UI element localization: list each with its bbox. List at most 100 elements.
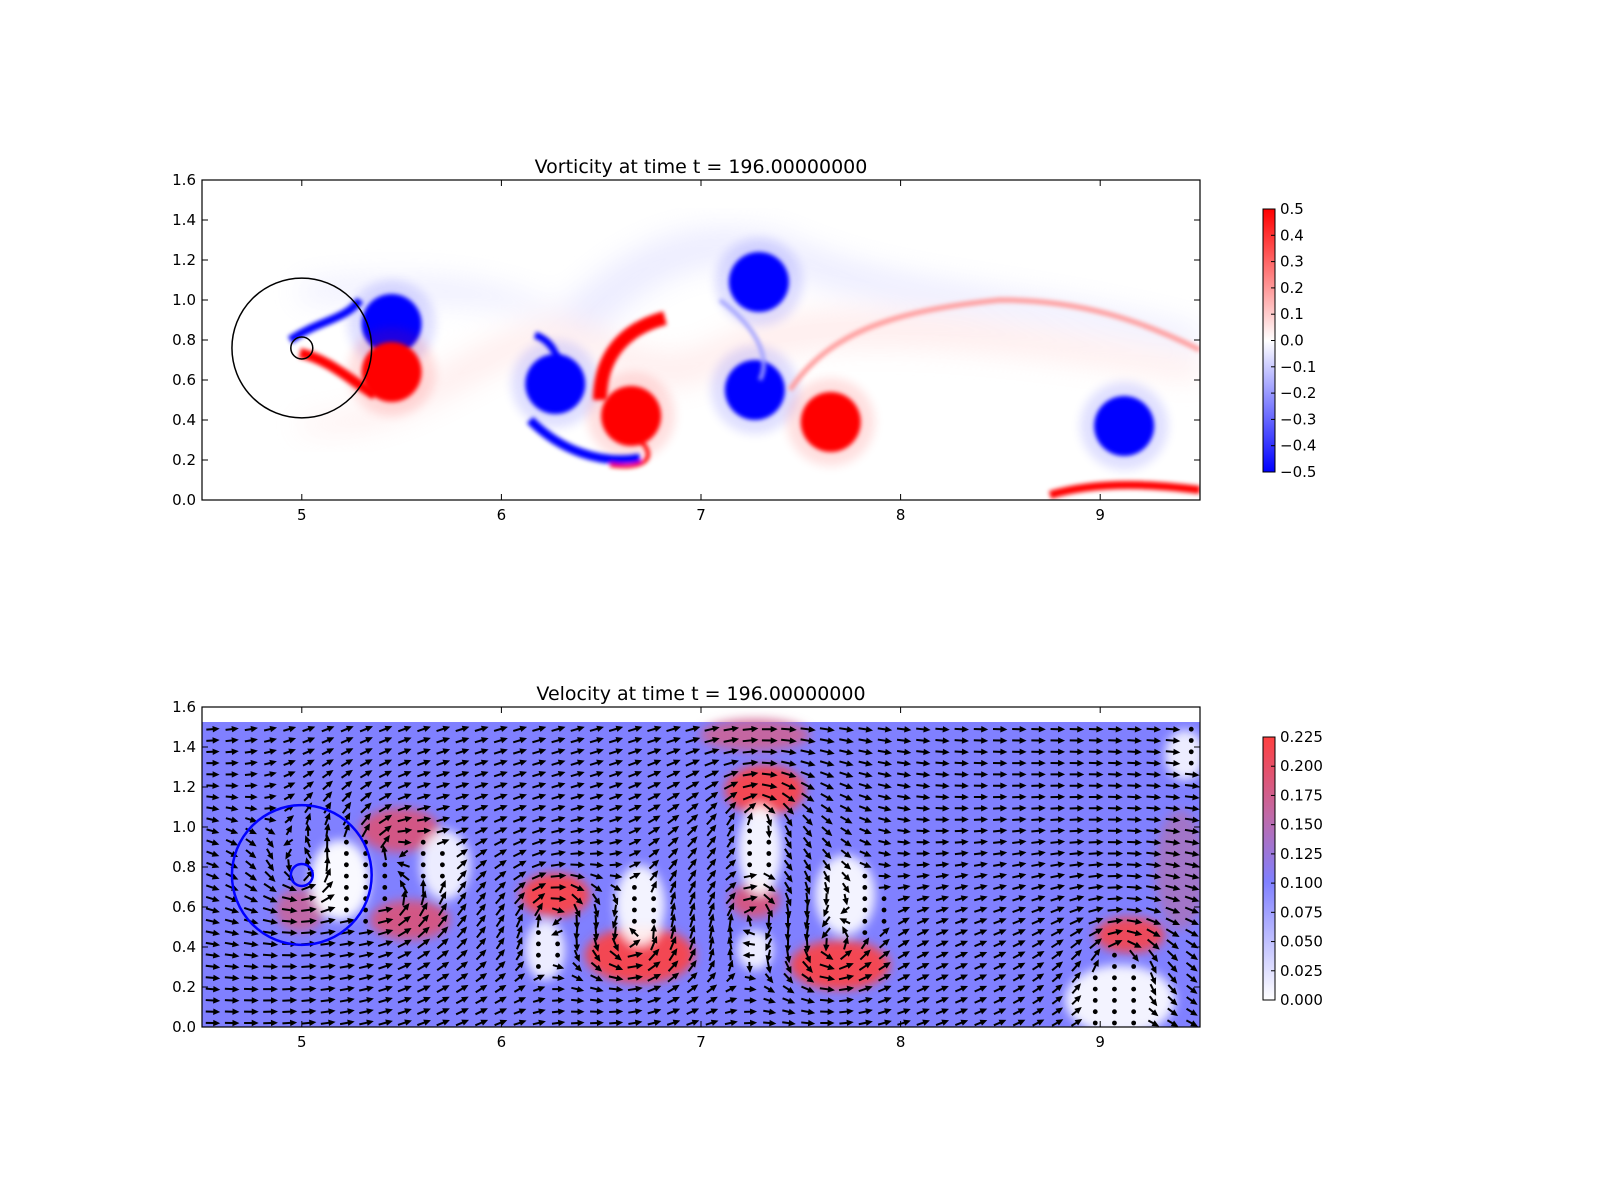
- quiver-arrow: [1146, 850, 1162, 857]
- quiver-arrow: [1071, 960, 1082, 972]
- quiver-arrow: [781, 771, 797, 779]
- quiver-arrow: [897, 917, 910, 925]
- quiver-arrow: [1167, 995, 1178, 1006]
- quiver-arrow: [1031, 939, 1045, 948]
- quiver-arrow: [689, 924, 696, 939]
- quiver-arrow: [935, 974, 949, 982]
- quiver-arrow: [896, 737, 912, 744]
- quiver-arrow: [1127, 759, 1143, 767]
- quiver-arrow: [821, 927, 831, 939]
- quiver-arrow: [1127, 827, 1143, 835]
- quiver-arrow: [304, 823, 312, 837]
- quiver-arrow: [823, 881, 830, 895]
- quiver-arrow: [205, 1008, 221, 1015]
- quiver-arrow: [650, 935, 658, 951]
- quiver-arrow: [823, 938, 830, 952]
- quiver-arrow: [858, 1019, 873, 1026]
- quiver-arrow: [1031, 737, 1046, 744]
- quiver-dot: [1112, 964, 1117, 969]
- colorbar-tick-label: 0.200: [1280, 757, 1323, 775]
- quiver-arrow: [801, 973, 815, 983]
- quiver-arrow: [225, 771, 239, 778]
- quiver-arrow: [1088, 771, 1104, 778]
- quiver-arrow: [1012, 748, 1027, 756]
- quiver-arrow: [877, 794, 892, 801]
- quiver-arrow: [916, 884, 930, 891]
- quiver-arrow: [647, 815, 661, 824]
- quiver-arrow: [877, 760, 893, 767]
- quiver-arrow: [973, 816, 989, 823]
- quiver-arrow: [993, 793, 1008, 801]
- quiver-arrow: [532, 816, 547, 823]
- outer-ring: [230, 803, 373, 947]
- quiver-arrow: [378, 748, 393, 756]
- quiver-arrow: [1031, 861, 1046, 868]
- quiver-arrow: [418, 902, 428, 917]
- quiver-arrow: [1184, 816, 1200, 823]
- quiver-arrow: [301, 895, 317, 902]
- quiver-arrow: [494, 984, 507, 994]
- quiver-arrow: [397, 782, 412, 789]
- quiver-arrow: [781, 760, 797, 767]
- quiver-arrow: [573, 903, 581, 918]
- quiver-arrow: [916, 793, 931, 801]
- quiver-arrow: [361, 823, 370, 838]
- quiver-arrow: [283, 759, 296, 767]
- quiver-arrow: [612, 893, 619, 906]
- quiver-arrow: [785, 948, 792, 964]
- quiver-arrow: [667, 972, 680, 983]
- quiver-arrow: [783, 813, 793, 827]
- quiver-arrow: [954, 816, 969, 823]
- quiver-arrow: [742, 782, 759, 789]
- quiver-arrow: [475, 984, 488, 994]
- quiver-arrow: [244, 883, 258, 892]
- quiver-arrow: [935, 759, 950, 767]
- quiver-arrow: [243, 906, 259, 914]
- quiver-arrow: [494, 849, 508, 858]
- quiver-arrow: [839, 1008, 854, 1015]
- quiver-arrow: [897, 884, 911, 891]
- quiver-arrow: [494, 996, 507, 1005]
- quiver-arrow: [1186, 1007, 1198, 1016]
- quiver-arrow: [1127, 748, 1142, 756]
- quiver-arrow: [283, 725, 297, 733]
- quiver-dot: [1112, 1020, 1117, 1026]
- quiver-arrow: [397, 748, 412, 755]
- quiver-arrow: [550, 872, 567, 880]
- quiver-arrow: [593, 903, 600, 918]
- quiver-arrow: [378, 725, 393, 733]
- quiver-arrow: [551, 737, 566, 744]
- velocity-quiver: [205, 725, 1200, 1027]
- quiver-dot: [747, 828, 753, 834]
- quiver-arrow: [244, 782, 258, 789]
- quiver-arrow: [858, 996, 873, 1004]
- quiver-dot: [651, 907, 657, 913]
- quiver-arrow: [1129, 949, 1139, 962]
- quiver-arrow: [264, 870, 276, 882]
- quiver-arrow: [973, 895, 988, 902]
- quiver-arrow: [571, 893, 584, 905]
- quiver-arrow: [1012, 906, 1027, 913]
- quiver-arrow: [801, 985, 815, 993]
- y-tick-label: 0.6: [172, 898, 196, 916]
- quiver-arrow: [302, 770, 315, 779]
- quiver-arrow: [858, 985, 873, 993]
- quiver-arrow: [1184, 827, 1200, 835]
- quiver-arrow: [973, 872, 988, 880]
- quiver-arrow: [302, 725, 316, 733]
- quiver-arrow: [225, 793, 239, 801]
- quiver-arrow: [685, 736, 701, 744]
- quiver-arrow: [438, 902, 447, 917]
- quiver-arrow: [532, 782, 547, 789]
- quiver-arrow: [1167, 1007, 1179, 1017]
- quiver-arrow: [609, 1019, 624, 1027]
- quiver-arrow: [1032, 962, 1045, 971]
- quiver-dot: [1092, 1009, 1098, 1015]
- quiver-arrow: [670, 891, 677, 905]
- negative-vortex: [724, 360, 785, 420]
- quiver-arrow: [878, 872, 892, 880]
- quiver-arrow: [589, 759, 604, 766]
- quiver-arrow: [707, 902, 715, 917]
- quiver-arrow: [494, 1019, 508, 1027]
- velocity-x-ticks: 5 6 7 8 9: [297, 707, 1105, 1051]
